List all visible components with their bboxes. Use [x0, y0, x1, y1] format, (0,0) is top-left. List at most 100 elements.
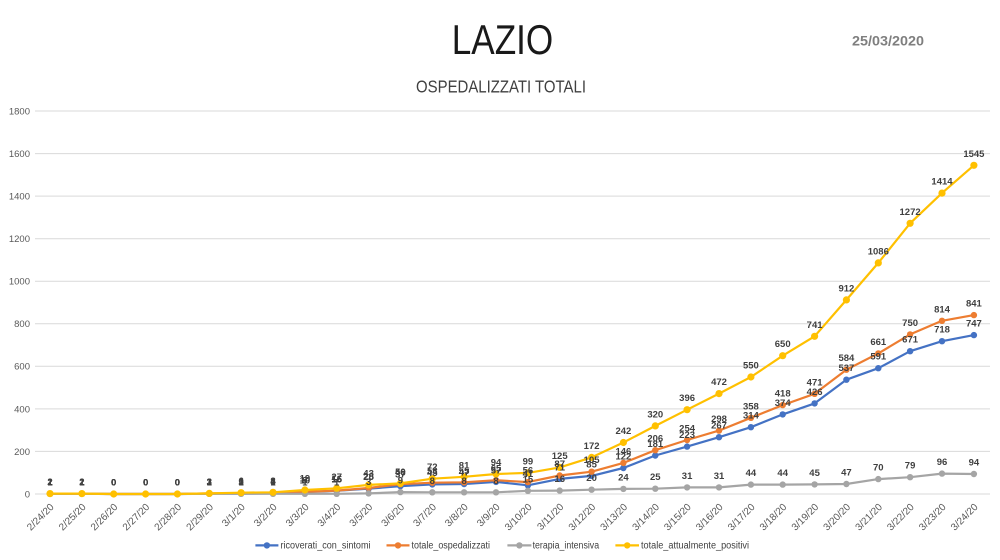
svg-text:671: 671	[902, 335, 919, 346]
svg-text:9: 9	[302, 476, 307, 487]
svg-text:8: 8	[270, 476, 275, 487]
svg-text:25/03/2020: 25/03/2020	[852, 33, 924, 49]
svg-text:LAZIO: LAZIO	[452, 16, 554, 63]
svg-text:1: 1	[270, 477, 276, 488]
svg-text:1000: 1000	[9, 277, 30, 288]
svg-text:584: 584	[838, 353, 855, 364]
svg-text:10: 10	[300, 475, 311, 486]
svg-text:1600: 1600	[9, 149, 30, 160]
svg-text:1: 1	[79, 477, 85, 488]
svg-text:57: 57	[491, 465, 502, 476]
svg-text:56: 56	[523, 466, 534, 477]
svg-text:0: 0	[143, 478, 148, 489]
svg-text:45: 45	[427, 468, 438, 479]
svg-text:320: 320	[647, 409, 663, 420]
svg-text:206: 206	[647, 434, 663, 445]
svg-text:2: 2	[238, 477, 243, 488]
svg-text:6: 6	[238, 476, 243, 487]
svg-text:146: 146	[615, 446, 631, 457]
svg-text:314: 314	[743, 411, 760, 422]
svg-text:3: 3	[366, 477, 371, 488]
svg-text:50: 50	[395, 467, 406, 478]
svg-text:650: 650	[775, 339, 791, 350]
svg-text:1545: 1545	[963, 149, 985, 160]
svg-text:298: 298	[711, 414, 727, 425]
svg-text:0: 0	[111, 478, 116, 489]
svg-text:172: 172	[584, 441, 600, 452]
svg-text:471: 471	[807, 377, 824, 388]
svg-text:0: 0	[143, 478, 148, 489]
svg-text:814: 814	[934, 304, 951, 315]
svg-text:1: 1	[47, 477, 53, 488]
svg-text:2: 2	[47, 477, 52, 488]
svg-text:718: 718	[934, 325, 950, 336]
svg-text:28: 28	[363, 472, 374, 483]
svg-text:105: 105	[584, 455, 601, 466]
svg-text:1: 1	[334, 477, 340, 488]
svg-text:1: 1	[207, 477, 213, 488]
svg-text:8: 8	[430, 476, 435, 487]
svg-text:1414: 1414	[931, 177, 953, 188]
svg-text:71: 71	[554, 462, 565, 473]
svg-text:1800: 1800	[9, 106, 30, 117]
svg-text:81: 81	[459, 460, 470, 471]
svg-text:8: 8	[461, 476, 466, 487]
svg-text:41: 41	[523, 469, 534, 480]
svg-text:16: 16	[331, 474, 342, 485]
svg-text:45: 45	[809, 468, 820, 479]
svg-text:0: 0	[175, 478, 180, 489]
svg-text:3: 3	[270, 477, 275, 488]
svg-text:44: 44	[746, 468, 757, 479]
svg-text:0: 0	[175, 478, 180, 489]
svg-text:9: 9	[398, 476, 403, 487]
svg-text:72: 72	[427, 462, 438, 473]
svg-text:2: 2	[79, 477, 84, 488]
svg-text:912: 912	[838, 283, 854, 294]
svg-text:254: 254	[679, 424, 696, 435]
svg-text:2: 2	[47, 477, 52, 488]
svg-text:94: 94	[491, 458, 502, 469]
svg-text:0: 0	[25, 489, 30, 500]
svg-text:8: 8	[493, 476, 498, 487]
svg-text:223: 223	[679, 430, 695, 441]
svg-text:537: 537	[838, 363, 854, 374]
svg-text:55: 55	[459, 466, 470, 477]
svg-text:0: 0	[143, 478, 148, 489]
svg-text:841: 841	[966, 299, 983, 310]
svg-text:19: 19	[300, 474, 311, 485]
svg-text:53: 53	[427, 466, 438, 477]
svg-text:800: 800	[14, 319, 30, 330]
svg-text:1: 1	[238, 477, 244, 488]
svg-text:43: 43	[363, 468, 374, 479]
svg-text:3: 3	[207, 477, 212, 488]
svg-text:0: 0	[111, 478, 116, 489]
svg-text:396: 396	[679, 393, 695, 404]
svg-text:1200: 1200	[9, 234, 30, 245]
svg-text:1086: 1086	[868, 246, 889, 257]
svg-text:27: 27	[331, 472, 342, 483]
svg-text:1: 1	[47, 477, 53, 488]
svg-text:0: 0	[111, 478, 116, 489]
svg-text:1: 1	[79, 477, 85, 488]
svg-text:122: 122	[615, 452, 631, 463]
svg-text:200: 200	[14, 447, 30, 458]
svg-text:1400: 1400	[9, 192, 30, 203]
svg-text:65: 65	[491, 464, 502, 475]
svg-text:99: 99	[523, 456, 534, 467]
svg-text:terapia_intensiva: terapia_intensiva	[533, 541, 600, 552]
svg-text:400: 400	[14, 404, 30, 415]
svg-text:15: 15	[523, 474, 534, 485]
svg-text:374: 374	[775, 398, 792, 409]
svg-text:totale_ospedalizzati: totale_ospedalizzati	[412, 541, 491, 552]
svg-text:31: 31	[682, 471, 693, 482]
svg-text:37: 37	[395, 470, 406, 481]
svg-text:4: 4	[270, 477, 276, 488]
svg-text:242: 242	[615, 426, 631, 437]
svg-text:79: 79	[905, 461, 916, 472]
svg-text:25: 25	[363, 472, 374, 483]
svg-text:24: 24	[618, 472, 629, 483]
svg-text:472: 472	[711, 377, 727, 388]
svg-text:31: 31	[714, 471, 725, 482]
svg-text:44: 44	[777, 468, 788, 479]
svg-text:3: 3	[207, 477, 212, 488]
